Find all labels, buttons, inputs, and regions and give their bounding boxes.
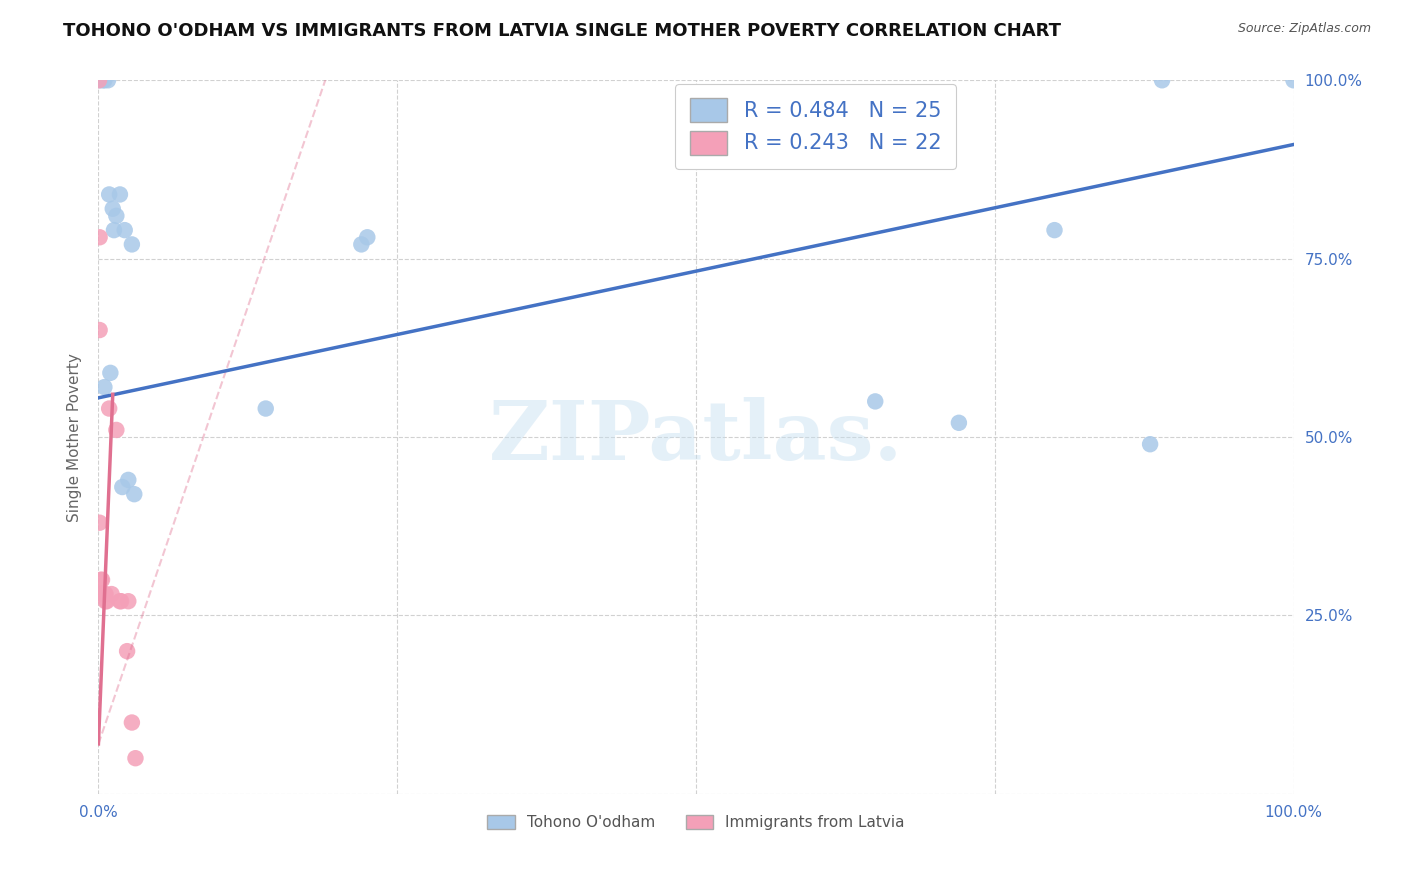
Point [117,594,139,608]
Text: ZIPatlas.: ZIPatlas. [489,397,903,477]
Point [93,587,115,601]
Text: Source: ZipAtlas.com: Source: ZipAtlas.com [1237,22,1371,36]
Point [356,230,378,244]
Legend: Tohono O'odham, Immigrants from Latvia: Tohono O'odham, Immigrants from Latvia [481,809,911,836]
Point [254,401,277,416]
Point [121,715,143,730]
Point [124,487,146,501]
Point [91,587,114,601]
Point [98,401,121,416]
Point [948,416,970,430]
Point [103,223,125,237]
Point [111,480,134,494]
Point [108,594,131,608]
Point [91,587,114,601]
Point [93,73,115,87]
Point [1152,73,1174,87]
Point [89,323,111,337]
Point [93,587,115,601]
Point [865,394,887,409]
Point [94,594,117,608]
Point [117,473,139,487]
Point [98,366,122,380]
Point [105,209,128,223]
Text: TOHONO O'ODHAM VS IMMIGRANTS FROM LATVIA SINGLE MOTHER POVERTY CORRELATION CHART: TOHONO O'ODHAM VS IMMIGRANTS FROM LATVIA… [63,22,1062,40]
Point [124,751,146,765]
Point [121,237,143,252]
Y-axis label: Single Mother Poverty: Single Mother Poverty [66,352,82,522]
Point [1043,223,1066,237]
Point [350,237,373,252]
Point [90,573,112,587]
Point [115,644,138,658]
Point [98,187,121,202]
Point [1139,437,1161,451]
Point [108,187,131,202]
Point [89,516,111,530]
Point [100,587,122,601]
Point [97,73,120,87]
Point [101,202,124,216]
Point [96,594,118,608]
Point [93,380,115,394]
Point [105,423,128,437]
Point [91,73,114,87]
Point [87,73,110,87]
Point [114,223,136,237]
Point [94,587,117,601]
Point [89,230,111,244]
Point [91,573,114,587]
Point [89,73,111,87]
Point [110,594,132,608]
Point [1282,73,1305,87]
